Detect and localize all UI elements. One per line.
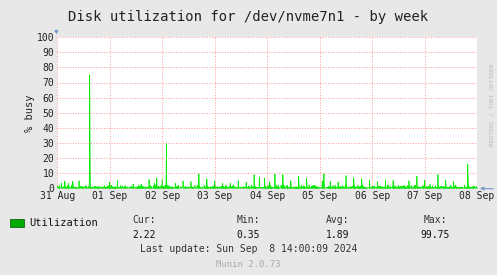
Text: Cur:: Cur: [132, 215, 156, 225]
Text: 2.22: 2.22 [132, 230, 156, 240]
Text: Last update: Sun Sep  8 14:00:09 2024: Last update: Sun Sep 8 14:00:09 2024 [140, 244, 357, 254]
Text: Disk utilization for /dev/nvme7n1 - by week: Disk utilization for /dev/nvme7n1 - by w… [69, 10, 428, 24]
Y-axis label: % busy: % busy [25, 94, 35, 131]
Text: 1.89: 1.89 [326, 230, 350, 240]
Text: RRDTOOL / TOBI OETIKER: RRDTOOL / TOBI OETIKER [490, 63, 495, 146]
Text: 99.75: 99.75 [420, 230, 450, 240]
Text: 0.35: 0.35 [237, 230, 260, 240]
Text: Max:: Max: [423, 215, 447, 225]
Text: Utilization: Utilization [29, 218, 97, 228]
Text: Munin 2.0.73: Munin 2.0.73 [216, 260, 281, 269]
Text: Min:: Min: [237, 215, 260, 225]
Text: Avg:: Avg: [326, 215, 350, 225]
